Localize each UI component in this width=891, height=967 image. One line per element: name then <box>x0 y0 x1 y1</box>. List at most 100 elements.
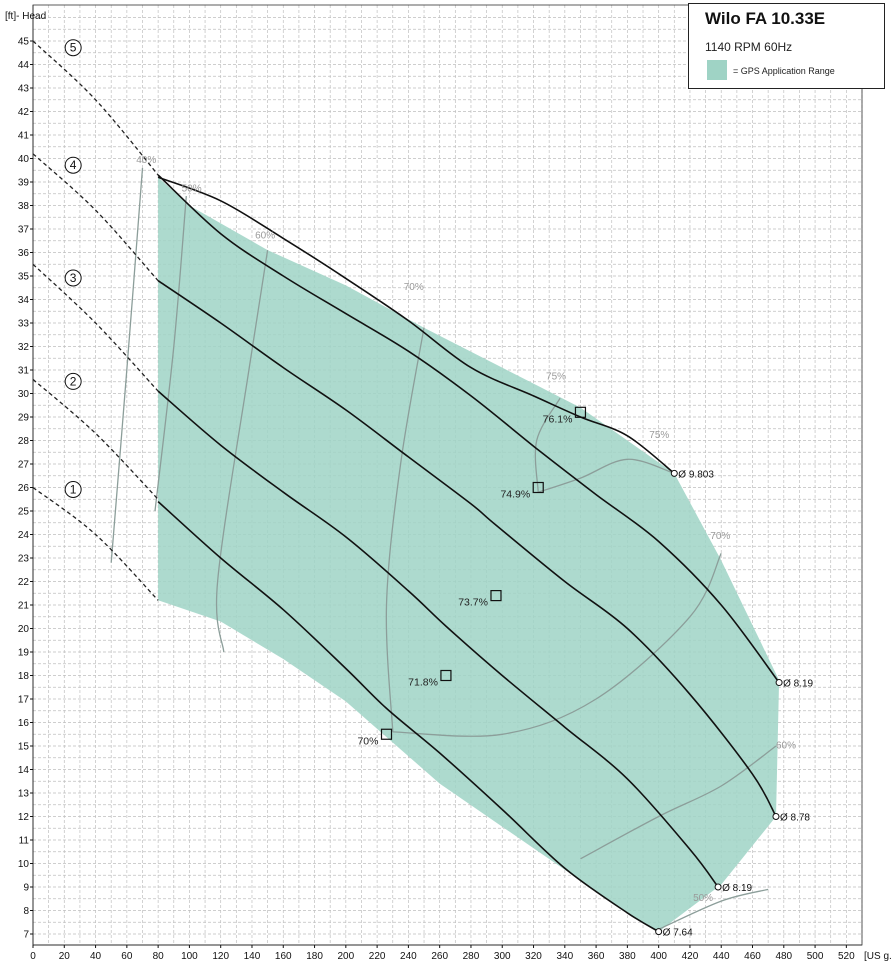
efficiency-label: 40% <box>136 155 156 166</box>
bep-marker <box>574 406 587 418</box>
curve-2 <box>157 390 719 888</box>
y-tick-label: 10 <box>18 859 30 870</box>
y-tick-label: 22 <box>18 577 30 588</box>
y-tick-label: 15 <box>18 742 30 753</box>
range-swatch <box>707 60 727 80</box>
y-tick-label: 29 <box>18 413 30 424</box>
curve-number-circle <box>64 481 82 498</box>
y-tick-label: 17 <box>18 695 30 706</box>
x-tick-label: 140 <box>244 951 261 962</box>
curve-5-end-marker <box>670 469 678 477</box>
curve-number: 5 <box>70 41 77 55</box>
y-tick-label: 36 <box>18 248 30 259</box>
diameter-label: Ø 8.78 <box>780 813 810 824</box>
y-tick-label: 25 <box>18 507 30 518</box>
legend-box: Wilo FA 10.33E 1140 RPM 60Hz = GPS Appli… <box>688 3 885 89</box>
curve-4 <box>157 174 780 684</box>
x-tick-label: 40 <box>90 951 102 962</box>
bep-marker <box>532 481 544 494</box>
curve-4-dashed <box>32 153 159 282</box>
bep-marker <box>380 728 393 740</box>
y-tick-label: 31 <box>18 366 30 377</box>
y-tick-label: 39 <box>18 178 30 189</box>
x-tick-label: 460 <box>744 951 761 962</box>
diameter-label: Ø 9.803 <box>678 469 714 480</box>
efficiency-label: 60% <box>776 740 796 751</box>
bep-label: 76.1% <box>543 413 573 425</box>
gps-application-range <box>158 177 780 932</box>
y-tick-label: 9 <box>23 883 29 894</box>
bep-label: 70% <box>357 735 378 747</box>
y-tick-label: 44 <box>18 60 30 71</box>
curve-3-dashed <box>32 263 159 392</box>
bep-marker <box>490 589 502 602</box>
curve-3 <box>157 280 777 817</box>
x-tick-label: 60 <box>121 951 133 962</box>
curve-5 <box>157 176 675 475</box>
y-tick-label: 45 <box>18 37 30 48</box>
curve-1-end-marker <box>655 928 663 936</box>
y-tick-label: 23 <box>18 554 30 565</box>
gps-range-area <box>158 177 780 932</box>
x-tick-label: 160 <box>275 951 292 962</box>
x-tick-label: 200 <box>337 951 354 962</box>
x-tick-label: 480 <box>775 951 792 962</box>
bep-label: 74.9% <box>500 489 530 501</box>
bep-marker <box>440 669 452 682</box>
axes: 7891011121314151617181920212223242526272… <box>5 4 891 962</box>
x-tick-label: 0 <box>30 951 36 962</box>
efficiency-line-50pct <box>154 196 187 512</box>
curve-3-end-marker <box>772 813 780 820</box>
y-tick-label: 35 <box>18 272 30 283</box>
efficiency-line-50pct <box>658 888 769 930</box>
y-tick-label: 21 <box>18 601 30 612</box>
y-tick-label: 20 <box>18 624 30 635</box>
y-tick-label: 7 <box>23 930 29 941</box>
efficiency-label: 75% <box>546 371 566 382</box>
efficiency-line-70pct <box>385 327 425 732</box>
curve-number: 3 <box>70 271 77 285</box>
legend-subtitle: 1140 RPM 60Hz <box>705 40 793 54</box>
x-tick-label: 240 <box>400 951 417 962</box>
efficiency-label: 50% <box>693 893 713 904</box>
x-tick-label: 100 <box>181 951 198 962</box>
efficiency-line-75pct <box>537 458 675 493</box>
efficiency-label: 70% <box>710 531 730 542</box>
x-tick-label: 120 <box>212 951 229 962</box>
legend-title: Wilo FA 10.33E <box>705 9 826 28</box>
efficiency-label: 75% <box>649 430 669 441</box>
curve-number: 4 <box>70 158 77 172</box>
curve-number: 2 <box>70 374 77 388</box>
y-tick-label: 24 <box>18 530 30 541</box>
efficiency-label: 50% <box>182 183 202 194</box>
y-tick-label: 43 <box>18 84 30 95</box>
diameter-label: Ø 7.64 <box>663 928 693 939</box>
x-tick-label: 80 <box>153 951 165 962</box>
x-tick-label: 320 <box>525 951 542 962</box>
diameter-label: Ø 8.19 <box>783 679 813 690</box>
curve-1 <box>157 501 660 933</box>
y-tick-label: 12 <box>18 812 30 823</box>
efficiency-line-70pct <box>392 553 722 737</box>
y-tick-label: 26 <box>18 483 30 494</box>
bep-markers <box>380 406 587 740</box>
y-axis-label: [ft]- Head <box>5 11 46 22</box>
x-tick-label: 20 <box>59 951 71 962</box>
curve-4-end-marker <box>775 679 783 687</box>
x-tick-label: 400 <box>650 951 667 962</box>
y-tick-label: 32 <box>18 342 30 353</box>
y-tick-label: 14 <box>18 765 30 776</box>
curve-number-circle <box>64 39 82 57</box>
curve-number-circle <box>64 269 82 287</box>
range-label: = GPS Application Range <box>733 66 835 76</box>
x-tick-label: 220 <box>369 951 386 962</box>
chart-labels: Ø 7.64 Ø 8.19 Ø 8.78 Ø 8.19 Ø 9.803 70% 71.8% 7… <box>64 39 814 939</box>
pump-curves <box>32 40 783 936</box>
y-tick-label: 38 <box>18 201 30 212</box>
y-tick-label: 28 <box>18 436 30 447</box>
curve-number-circle <box>64 156 82 174</box>
diameter-label: Ø 8.19 <box>722 883 752 894</box>
curve-1-dashed <box>32 486 159 601</box>
y-tick-label: 8 <box>23 906 29 917</box>
y-tick-label: 41 <box>18 131 30 142</box>
